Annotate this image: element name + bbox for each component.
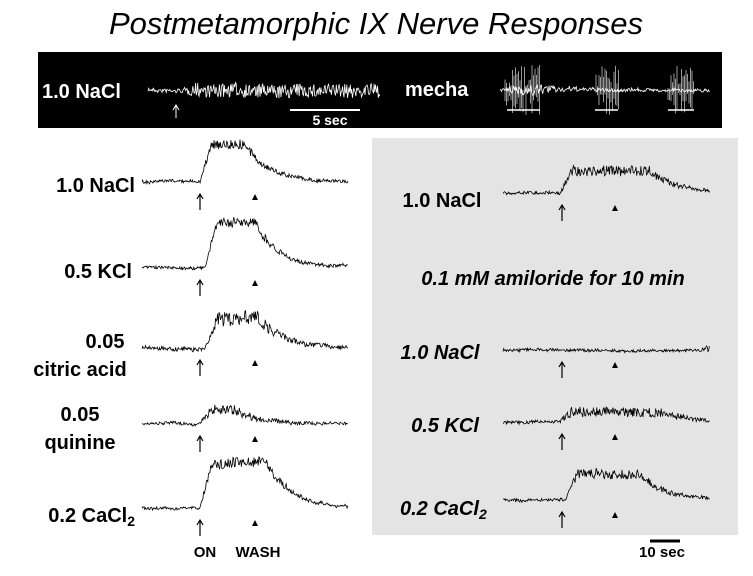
- nerve-trace: [503, 467, 710, 504]
- nerve-trace: [141, 139, 349, 186]
- label-text: 0.2 CaCl: [48, 505, 127, 527]
- onset-arrow: [558, 360, 566, 378]
- scale-label: 5 sec: [312, 112, 347, 128]
- row-label: 0.2 CaCl2: [400, 498, 487, 522]
- onset-arrow: [558, 203, 566, 221]
- nerve-trace: [141, 456, 349, 512]
- nerve-trace: [502, 164, 710, 196]
- row-label: 0.1 mM amiloride for 10 min: [421, 268, 684, 290]
- wash-marker: [252, 280, 258, 286]
- nerve-trace: [502, 406, 710, 426]
- wash-marker: [612, 362, 618, 368]
- row-label: 1.0 NaCl: [56, 175, 135, 197]
- wash-marker: [612, 512, 618, 518]
- nerve-trace: [141, 404, 348, 427]
- onset-arrow: [558, 432, 566, 450]
- onset-arrow: [196, 278, 204, 296]
- wash-marker: [252, 436, 258, 442]
- figure-title: Postmetamorphic IX Nerve Responses: [109, 6, 643, 41]
- label-subscript: 2: [127, 513, 135, 529]
- nerve-trace: [502, 345, 710, 354]
- onset-arrow: [196, 434, 204, 452]
- onset-arrow: [196, 358, 204, 376]
- row-label: 0.5 KCl: [64, 261, 132, 283]
- wash-marker: [612, 434, 618, 440]
- top-panel: [38, 52, 722, 128]
- wash-marker: [252, 520, 258, 526]
- row-label: quinine: [44, 432, 115, 454]
- panel-label: mecha: [405, 79, 469, 101]
- treatment-panel: [372, 138, 738, 535]
- row-label: 1.0 NaCl: [401, 342, 480, 364]
- onset-arrow: [196, 192, 204, 210]
- nerve-trace: [141, 217, 348, 271]
- wash-marker: [252, 194, 258, 200]
- label-subscript: 2: [478, 506, 487, 522]
- row-label: 0.05: [86, 331, 125, 353]
- wash-marker: [612, 205, 618, 211]
- wash-marker: [252, 360, 258, 366]
- marker-label: ON: [194, 544, 217, 561]
- panel-label: 1.0 NaCl: [42, 81, 121, 103]
- row-label: 0.2 CaCl2: [48, 505, 135, 529]
- scale-label: 10 sec: [639, 544, 685, 561]
- nerve-trace: [141, 309, 348, 353]
- row-label: 0.5 KCl: [411, 415, 479, 437]
- label-text: 0.2 CaCl: [400, 498, 479, 520]
- nerve-trace: [147, 81, 381, 99]
- onset-arrow: [558, 510, 566, 528]
- row-label: 0.05: [61, 404, 100, 426]
- row-label: citric acid: [33, 359, 126, 381]
- onset-arrow: [196, 518, 204, 536]
- stimulus-arrow: [172, 104, 180, 118]
- row-label: 1.0 NaCl: [403, 190, 482, 212]
- marker-label: WASH: [236, 544, 281, 561]
